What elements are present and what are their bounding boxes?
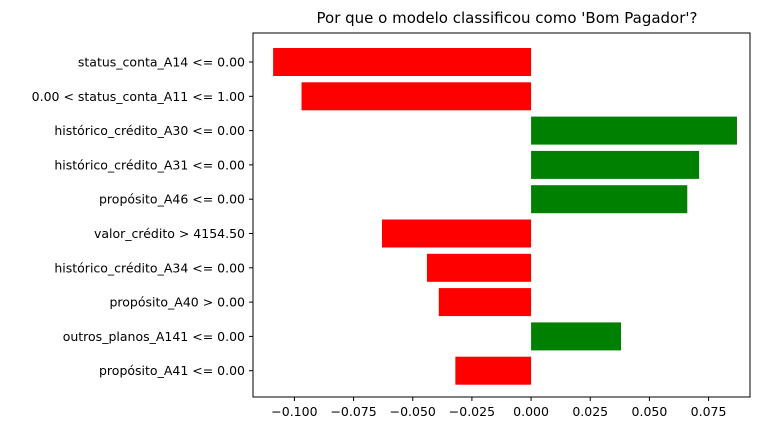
bar-5 bbox=[381, 219, 532, 248]
bar-4 bbox=[531, 185, 688, 214]
y-tick-label: status_conta_A14 <= 0.00 bbox=[78, 55, 245, 70]
bar-8 bbox=[531, 322, 622, 351]
x-tick-label: 0.075 bbox=[691, 404, 727, 419]
y-tick-label: valor_crédito > 4154.50 bbox=[94, 226, 245, 241]
x-tick-label: −0.100 bbox=[271, 404, 317, 419]
y-tick-label: histórico_crédito_A30 <= 0.00 bbox=[54, 123, 245, 138]
x-tick-label: 0.025 bbox=[572, 404, 608, 419]
bar-0 bbox=[273, 48, 532, 76]
x-tick-label: 0.050 bbox=[632, 404, 668, 419]
y-tick-label: histórico_crédito_A31 <= 0.00 bbox=[54, 157, 245, 172]
y-tick-label: 0.00 < status_conta_A11 <= 1.00 bbox=[32, 89, 245, 104]
chart-title: Por que o modelo classificou como 'Bom P… bbox=[317, 9, 698, 27]
bar-2 bbox=[531, 116, 737, 145]
x-axis-ticks: −0.100 −0.075 −0.050 −0.025 0.000 0.025 0.050 0… bbox=[271, 397, 726, 419]
y-tick-label: propósito_A41 <= 0.00 bbox=[99, 363, 245, 378]
bars-group bbox=[273, 48, 737, 385]
y-tick-label: propósito_A40 > 0.00 bbox=[109, 295, 245, 310]
bar-6 bbox=[426, 253, 532, 282]
bar-1 bbox=[301, 82, 532, 111]
bar-7 bbox=[438, 288, 532, 317]
y-tick-label: outros_planos_A141 <= 0.00 bbox=[63, 329, 245, 344]
y-axis-ticks: status_conta_A14 <= 0.00 0.00 < status_co… bbox=[32, 55, 253, 378]
y-tick-label: histórico_crédito_A34 <= 0.00 bbox=[54, 260, 245, 275]
x-tick-label: −0.025 bbox=[449, 404, 495, 419]
bar-3 bbox=[531, 150, 700, 179]
plot-frame bbox=[252, 32, 751, 398]
y-tick-label: propósito_A46 <= 0.00 bbox=[99, 192, 245, 207]
x-tick-label: −0.075 bbox=[330, 404, 376, 419]
x-tick-label: −0.050 bbox=[390, 404, 436, 419]
bar-9 bbox=[455, 356, 532, 385]
x-tick-label: 0.000 bbox=[513, 404, 549, 419]
